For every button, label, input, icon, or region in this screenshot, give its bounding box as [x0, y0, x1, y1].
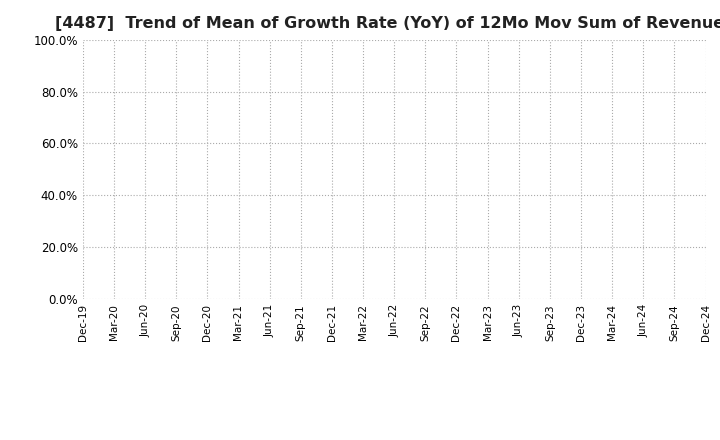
Title: [4487]  Trend of Mean of Growth Rate (YoY) of 12Mo Mov Sum of Revenues: [4487] Trend of Mean of Growth Rate (YoY… — [55, 16, 720, 32]
